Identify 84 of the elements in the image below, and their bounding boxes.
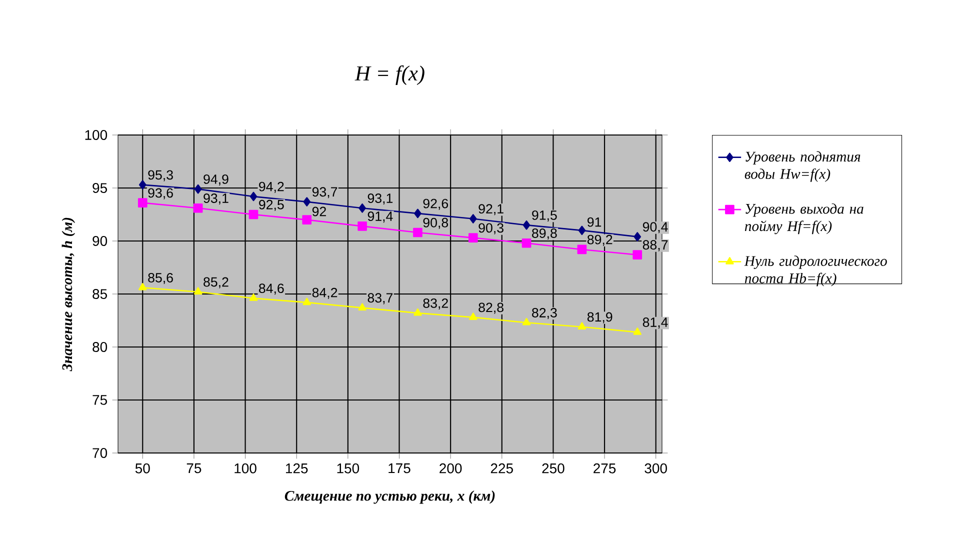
- data-label: 85,6: [148, 273, 173, 284]
- point: [578, 322, 586, 330]
- y-tick-label: 95: [92, 183, 108, 193]
- data-label: 91,5: [532, 210, 557, 222]
- point: [358, 303, 366, 310]
- point: [193, 203, 203, 213]
- data-label: 93,6: [148, 188, 173, 200]
- data-label: 92,1: [478, 204, 504, 216]
- data-label: 94,2: [259, 182, 284, 193]
- y-tick-label: 70: [92, 448, 108, 458]
- data-label: 81,9: [587, 312, 612, 324]
- legend-label: Уровень поднятия воды Hw=f(x): [744, 151, 860, 182]
- y-tick-label: 85: [92, 289, 108, 299]
- point: [250, 192, 258, 202]
- point: [358, 203, 366, 213]
- data-label: 82,3: [532, 308, 557, 320]
- data-label: 88,7: [642, 240, 668, 252]
- point: [577, 244, 587, 254]
- x-tick-label: 300: [644, 463, 667, 474]
- x-tick-label: 275: [594, 463, 616, 474]
- data-label: 92,6: [423, 198, 448, 210]
- point: [194, 184, 202, 194]
- point: [358, 221, 367, 231]
- point: [138, 198, 148, 208]
- data-label: 90,4: [642, 222, 668, 234]
- point: [578, 226, 586, 236]
- point: [138, 180, 146, 190]
- data-label: 93,1: [368, 194, 393, 205]
- data-label: 90,8: [423, 218, 448, 229]
- point: [302, 298, 311, 306]
- x-axis-title: Смещение по устью реки, x (км): [284, 490, 495, 504]
- point: [248, 210, 258, 220]
- point: [632, 250, 642, 260]
- data-label: 91,4: [368, 212, 393, 223]
- x-tick-label: 125: [286, 463, 308, 474]
- x-tick-label: 225: [490, 463, 513, 474]
- data-label: 95,3: [148, 170, 173, 182]
- data-label: 83,2: [423, 298, 448, 310]
- data-label: 92: [312, 206, 326, 216]
- point: [249, 294, 258, 301]
- point: [522, 238, 532, 248]
- data-label: 90,3: [478, 223, 504, 234]
- point: [522, 220, 530, 230]
- legend-label: Нуль гидрологического поста Hb=f(x): [744, 256, 887, 286]
- point: [303, 197, 311, 206]
- data-label: 81,4: [642, 318, 668, 329]
- x-tick-label: 150: [337, 463, 360, 474]
- legend-label: Уровень выхода на пойму Hf=f(x): [744, 203, 864, 234]
- data-label: 89,2: [587, 234, 612, 246]
- data-label: 94,9: [204, 174, 228, 186]
- x-tick-label: 250: [542, 463, 564, 474]
- x-tick-label: 175: [388, 463, 410, 474]
- x-tick-label: 50: [135, 463, 150, 474]
- point: [414, 208, 422, 218]
- data-label: 82,8: [478, 302, 504, 314]
- point: [414, 308, 422, 316]
- data-label: 84,2: [312, 288, 338, 299]
- point: [633, 327, 642, 335]
- y-tick-label: 80: [92, 342, 108, 352]
- point: [634, 232, 642, 242]
- data-label: 93,1: [204, 194, 228, 205]
- data-label: 93,7: [312, 187, 338, 198]
- point: [522, 318, 531, 326]
- x-tick-label: 200: [440, 463, 462, 474]
- point: [413, 228, 422, 238]
- data-label: 84,6: [259, 284, 284, 295]
- x-tick-label: 100: [234, 463, 256, 474]
- data-label: 92,5: [259, 200, 284, 211]
- data-label: 85,2: [204, 277, 228, 288]
- data-label: 83,7: [368, 293, 393, 304]
- point: [468, 233, 478, 242]
- chart-title: H = f(x): [354, 65, 424, 85]
- point: [138, 282, 147, 290]
- x-tick-label: 75: [186, 463, 202, 474]
- data-label: 91: [588, 217, 602, 227]
- y-tick-label: 75: [92, 395, 108, 405]
- y-tick-label: 90: [92, 236, 108, 246]
- point: [469, 214, 477, 224]
- point: [302, 215, 312, 224]
- data-label: 89,8: [532, 228, 557, 240]
- y-tick-label: 100: [85, 130, 108, 140]
- point: [194, 287, 202, 295]
- point: [469, 312, 478, 320]
- y-axis-title: Значение высоты, h (м): [62, 218, 76, 372]
